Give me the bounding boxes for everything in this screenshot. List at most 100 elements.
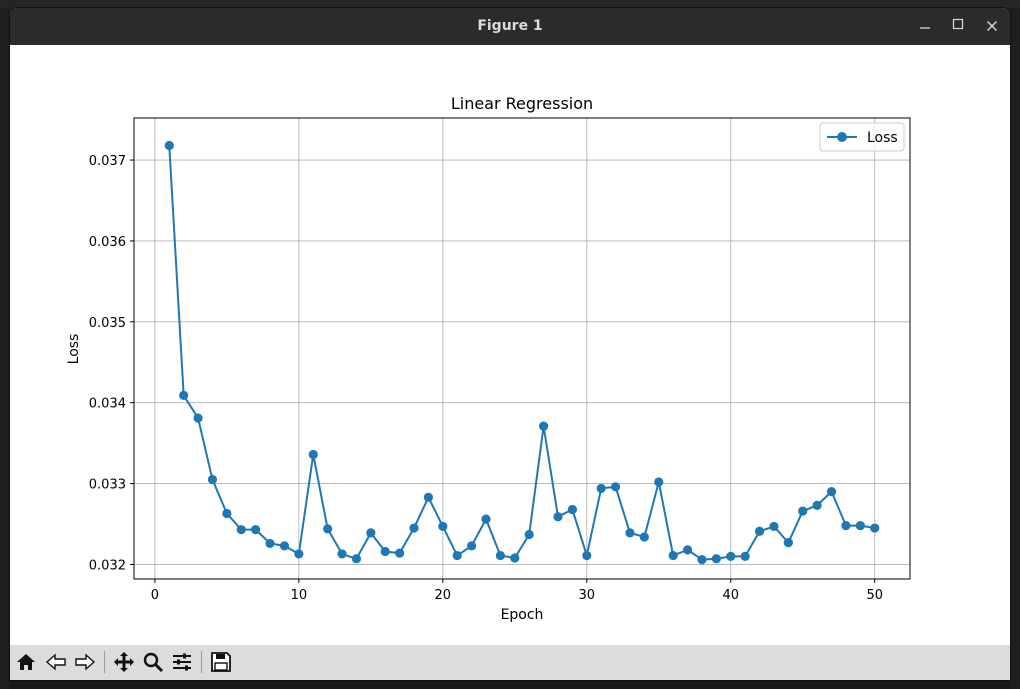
forward-button[interactable] bbox=[72, 649, 98, 675]
data-point bbox=[610, 482, 621, 492]
window-title: Figure 1 bbox=[477, 18, 543, 34]
data-point bbox=[323, 524, 333, 534]
data-point bbox=[769, 521, 779, 532]
y-axis-label: Loss bbox=[66, 334, 82, 365]
data-point bbox=[553, 512, 563, 522]
data-point bbox=[193, 413, 203, 423]
data-point bbox=[294, 549, 304, 559]
legend: Loss bbox=[819, 122, 905, 152]
data-point bbox=[654, 477, 664, 487]
data-point bbox=[279, 541, 290, 551]
data-point bbox=[812, 500, 822, 511]
data-point bbox=[481, 514, 491, 524]
home-icon bbox=[17, 654, 35, 670]
save-button[interactable] bbox=[208, 649, 234, 675]
data-point bbox=[625, 528, 635, 538]
figure-window: Figure 1 0 10 20 30 40 50 0.032 0.033 0.034 0.035… bbox=[10, 8, 1010, 680]
data-point bbox=[467, 541, 477, 551]
forward-icon bbox=[75, 653, 96, 671]
data-point bbox=[855, 521, 865, 531]
data-point bbox=[495, 550, 506, 561]
data-point bbox=[337, 549, 347, 559]
close-icon bbox=[987, 21, 997, 31]
data-point bbox=[668, 550, 678, 561]
data-point bbox=[395, 548, 405, 558]
maximize-icon bbox=[952, 18, 964, 30]
data-point bbox=[870, 523, 880, 533]
pan-button[interactable] bbox=[111, 649, 137, 675]
pan-icon bbox=[114, 652, 134, 672]
axis-ticks: 0 10 20 30 40 50 0.032 0.033 0.034 0.035 0.036 0.03… bbox=[89, 154, 883, 603]
save-icon bbox=[211, 652, 231, 672]
data-point bbox=[798, 506, 808, 516]
x-tick-label: 10 bbox=[291, 588, 308, 603]
data-point bbox=[164, 140, 174, 151]
x-axis-label: Epoch bbox=[501, 607, 544, 623]
data-point bbox=[596, 483, 606, 494]
data-point bbox=[438, 521, 448, 532]
y-tick-label: 0.036 bbox=[89, 235, 126, 250]
y-tick-label: 0.037 bbox=[89, 154, 126, 169]
back-icon bbox=[45, 653, 66, 671]
data-point bbox=[538, 421, 549, 431]
legend-box bbox=[819, 122, 905, 152]
data-point bbox=[380, 546, 390, 557]
data-point bbox=[639, 532, 649, 542]
y-tick-label: 0.033 bbox=[89, 478, 126, 493]
data-point bbox=[308, 449, 318, 460]
data-point bbox=[841, 521, 851, 531]
grid bbox=[134, 118, 910, 579]
matplotlib-toolbar bbox=[10, 645, 1010, 680]
data-point bbox=[423, 492, 434, 502]
minimize-button[interactable] bbox=[915, 17, 935, 37]
data-point bbox=[567, 504, 577, 515]
toolbar-separator bbox=[201, 651, 202, 673]
maximize-button[interactable] bbox=[948, 17, 968, 37]
data-point bbox=[754, 526, 765, 536]
configure-subplots-button[interactable] bbox=[169, 649, 195, 675]
zoom-icon bbox=[143, 652, 164, 673]
toolbar-separator bbox=[104, 651, 105, 673]
data-point bbox=[582, 550, 592, 561]
y-tick-label: 0.035 bbox=[89, 316, 126, 331]
data-point bbox=[510, 553, 520, 563]
data-point bbox=[783, 538, 793, 548]
minimize-icon bbox=[920, 27, 930, 29]
y-tick-label: 0.032 bbox=[89, 558, 126, 573]
chart-title: Linear Regression bbox=[451, 94, 593, 113]
x-tick-label: 40 bbox=[722, 588, 739, 603]
configure-subplots-icon bbox=[173, 653, 191, 671]
x-tick-label: 30 bbox=[579, 588, 596, 603]
data-point bbox=[409, 523, 419, 533]
y-tick-label: 0.034 bbox=[89, 397, 126, 412]
data-point bbox=[222, 508, 232, 519]
background-editor-edge bbox=[1010, 8, 1020, 689]
data-point bbox=[740, 551, 750, 561]
background-panel-strip bbox=[10, 680, 1010, 689]
zoom-button[interactable] bbox=[140, 649, 166, 675]
data-point bbox=[265, 538, 275, 549]
series-line bbox=[168, 145, 875, 561]
close-button[interactable] bbox=[982, 17, 1002, 37]
data-point bbox=[826, 487, 837, 497]
home-button[interactable] bbox=[13, 649, 39, 675]
data-point bbox=[697, 554, 707, 565]
data-point bbox=[179, 390, 189, 401]
x-tick-label: 20 bbox=[435, 588, 452, 603]
data-point bbox=[351, 554, 362, 564]
plot-frame bbox=[133, 117, 911, 580]
data-point bbox=[711, 554, 721, 564]
legend-label: Loss bbox=[867, 130, 898, 146]
figure-canvas[interactable]: 0 10 20 30 40 50 0.032 0.033 0.034 0.035 0.036 0.03… bbox=[10, 45, 1010, 645]
x-tick-label: 0 bbox=[151, 588, 159, 603]
data-point bbox=[207, 474, 218, 485]
back-button[interactable] bbox=[43, 649, 69, 675]
data-point bbox=[682, 545, 693, 555]
background-editor-tabs bbox=[0, 0, 1020, 8]
data-point bbox=[251, 525, 261, 535]
x-tick-label: 50 bbox=[866, 588, 883, 603]
title-bar[interactable]: Figure 1 bbox=[10, 8, 1010, 45]
line-chart: 0 10 20 30 40 50 0.032 0.033 0.034 0.035 0.036 0.03… bbox=[66, 94, 911, 623]
data-point bbox=[524, 529, 534, 540]
data-point bbox=[452, 550, 462, 561]
